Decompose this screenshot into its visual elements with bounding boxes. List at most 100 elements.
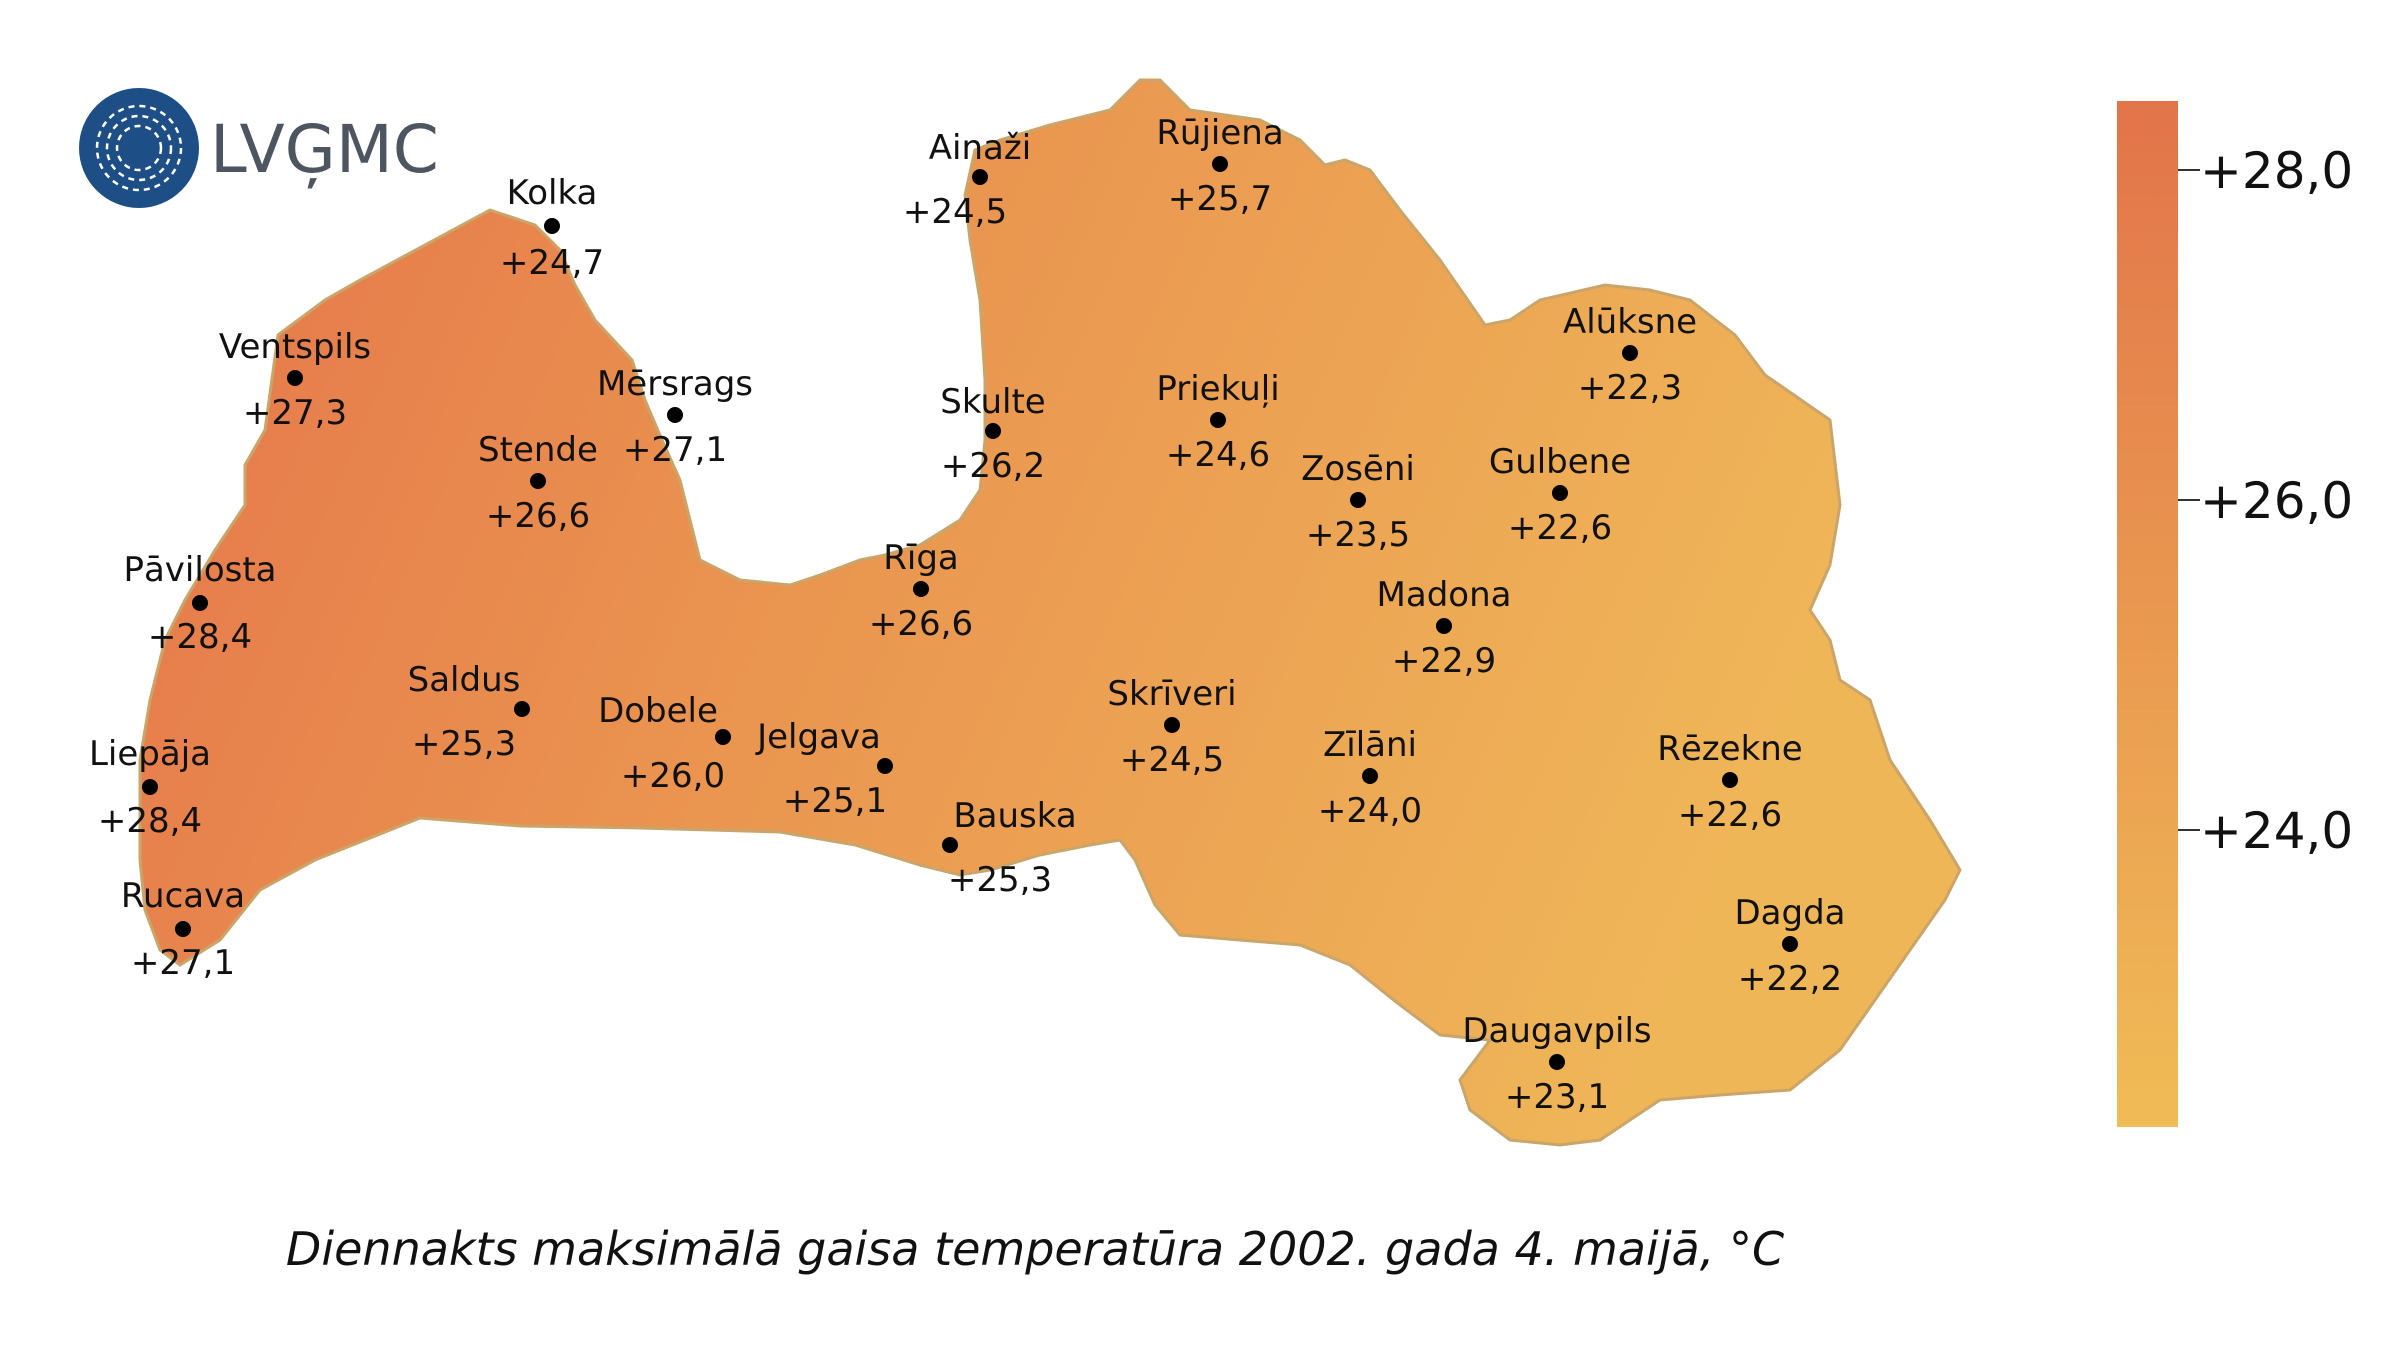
station-name: Pāvilosta <box>123 550 276 590</box>
latvia-territory <box>138 78 1962 1147</box>
station-marker <box>1350 492 1366 508</box>
station-marker <box>913 581 929 597</box>
station-value: +25,7 <box>1168 179 1272 219</box>
station-marker <box>142 779 158 795</box>
station-name: Jelgava <box>755 717 881 757</box>
station-value: +22,6 <box>1678 795 1782 835</box>
station-value: +22,2 <box>1738 959 1842 999</box>
station-marker <box>1436 618 1452 634</box>
station-value: +25,3 <box>412 724 516 764</box>
station-name: Kolka <box>507 173 598 213</box>
station-1: Kolka +24,7 <box>500 173 604 283</box>
station-name: Liepāja <box>89 734 211 774</box>
station-name: Priekuļi <box>1156 369 1279 409</box>
station-6: Liepāja +28,4 <box>89 734 211 841</box>
station-name: Dagda <box>1734 893 1845 933</box>
map-caption: Diennakts maksimālā gaisa temperatūra 20… <box>286 1222 1784 1276</box>
station-name: Rūjiena <box>1156 113 1283 153</box>
station-value: +22,9 <box>1392 641 1496 681</box>
station-7: Rucava +27,1 <box>121 876 245 983</box>
station-name: Gulbene <box>1489 442 1631 482</box>
logo-wave-ring <box>115 124 163 172</box>
station-marker <box>1210 412 1226 428</box>
logo-emblem-icon <box>79 88 199 208</box>
station-marker <box>942 837 958 853</box>
station-marker <box>1212 156 1228 172</box>
station-19: Madona +22,9 <box>1377 575 1512 681</box>
station-value: +23,5 <box>1306 515 1410 555</box>
station-value: +24,6 <box>1166 435 1270 475</box>
station-value: +26,0 <box>621 756 725 796</box>
logo-text: LVĢMC <box>210 111 439 188</box>
station-marker <box>1782 936 1798 952</box>
station-5: Pāvilosta +28,4 <box>123 550 276 657</box>
station-name: Zīlāni <box>1323 725 1417 765</box>
station-name: Skulte <box>940 382 1045 422</box>
station-24: Dagda +22,2 <box>1734 893 1845 999</box>
station-17: Skrīveri +24,5 <box>1107 674 1236 780</box>
station-16: Priekuļi +24,6 <box>1156 369 1279 475</box>
station-15: Rūjiena +25,7 <box>1156 113 1283 219</box>
station-marker <box>1722 772 1738 788</box>
legend-label: +24,0 <box>2200 802 2353 860</box>
station-value: +24,0 <box>1318 791 1422 831</box>
station-13: Skulte +26,2 <box>940 382 1045 486</box>
station-value: +26,6 <box>486 496 590 536</box>
station-value: +25,1 <box>783 781 887 821</box>
station-value: +26,6 <box>869 604 973 644</box>
station-name: Saldus <box>408 660 521 700</box>
station-marker <box>972 169 988 185</box>
station-name: Ventspils <box>219 327 371 367</box>
station-23: Rēzekne +22,6 <box>1657 729 1802 835</box>
legend: +28,0 +26,0 +24,0 <box>2117 101 2353 1127</box>
station-name: Rucava <box>121 876 245 916</box>
station-value: +24,5 <box>1120 740 1224 780</box>
station-4: Stende +26,6 <box>478 430 598 536</box>
lvgmc-logo: LVĢMC <box>79 88 439 208</box>
station-11: Bauska +25,3 <box>942 796 1077 900</box>
station-25: Daugavpils +23,1 <box>1462 1011 1651 1117</box>
station-name: Skrīveri <box>1107 674 1236 714</box>
station-21: Alūksne +22,3 <box>1563 302 1697 408</box>
station-marker <box>1362 768 1378 784</box>
station-name: Mērsrags <box>597 364 753 404</box>
station-marker <box>175 921 191 937</box>
station-20: Zīlāni +24,0 <box>1318 725 1422 831</box>
station-value: +28,4 <box>98 801 202 841</box>
station-name: Stende <box>478 430 598 470</box>
station-name: Alūksne <box>1563 302 1697 342</box>
station-marker <box>287 370 303 386</box>
station-14: Ainaži +24,5 <box>903 128 1031 232</box>
station-marker <box>1549 1054 1565 1070</box>
legend-label: +26,0 <box>2200 472 2353 530</box>
station-name: Bauska <box>953 796 1076 836</box>
station-10: Jelgava +25,1 <box>755 717 893 821</box>
station-name: Ainaži <box>929 128 1031 168</box>
station-8: Saldus +25,3 <box>408 660 530 764</box>
station-marker <box>544 218 560 234</box>
station-marker <box>667 407 683 423</box>
legend-color-bar <box>2117 101 2178 1127</box>
station-name: Madona <box>1377 575 1512 615</box>
station-marker <box>877 758 893 774</box>
legend-label: +28,0 <box>2200 142 2353 200</box>
station-marker <box>1552 485 1568 501</box>
station-marker <box>715 729 731 745</box>
station-marker <box>1622 345 1638 361</box>
station-value: +24,7 <box>500 243 604 283</box>
station-name: Daugavpils <box>1462 1011 1651 1051</box>
station-marker <box>514 701 530 717</box>
station-value: +22,6 <box>1508 508 1612 548</box>
station-18: Zosēni +23,5 <box>1301 449 1415 555</box>
station-2: Ventspils +27,3 <box>219 327 371 433</box>
station-marker <box>985 423 1001 439</box>
station-22: Gulbene +22,6 <box>1489 442 1631 548</box>
station-value: +27,1 <box>131 943 235 983</box>
station-value: +24,5 <box>903 192 1007 232</box>
station-marker <box>192 595 208 611</box>
station-3: Mērsrags +27,1 <box>597 364 753 470</box>
station-12: Rīga +26,6 <box>869 538 973 644</box>
station-marker <box>1164 717 1180 733</box>
station-marker <box>530 473 546 489</box>
